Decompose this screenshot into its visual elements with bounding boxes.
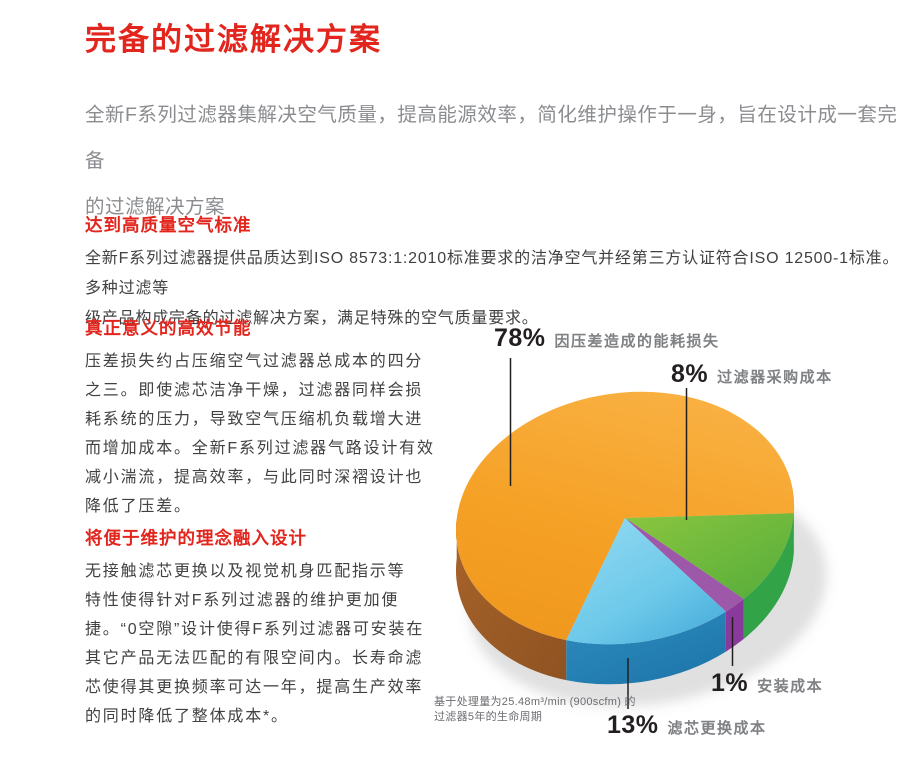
chart-label-energy-loss: 78% 因压差造成的能耗损失 <box>494 324 720 353</box>
chart-label-purchase-cost: 8% 过滤器采购成本 <box>671 360 833 389</box>
slice-installation-cost-side <box>725 598 744 652</box>
section-air-quality-standard: 达到高质量空气标准 全新F系列过滤器提供品质达到ISO 8573:1:2010标… <box>85 212 907 334</box>
chart-label-text: 过滤器采购成本 <box>717 369 833 386</box>
page-title: 完备的过滤解决方案 <box>85 22 382 57</box>
section-heading: 真正意义的高效节能 <box>85 318 252 338</box>
slice-replacement-cost-top <box>566 518 726 645</box>
chart-pct: 78% <box>494 324 546 352</box>
chart-label-text: 滤芯更换成本 <box>667 720 767 737</box>
chart-label-installation-cost: 1% 安装成本 <box>711 669 823 698</box>
slice-energy-loss-side-left <box>455 518 567 681</box>
chart-label-replacement-cost: 13% 滤芯更换成本 <box>607 711 767 740</box>
slice-replacement-cost-side <box>566 611 726 685</box>
slice-installation-cost-top <box>625 518 744 612</box>
section-heading: 将便于维护的理念融入设计 <box>85 528 307 548</box>
chart-pct: 1% <box>711 669 749 697</box>
section-body: 全新F系列过滤器提供品质达到ISO 8573:1:2010标准要求的洁净空气并经… <box>85 250 900 327</box>
chart-pct: 8% <box>671 360 709 388</box>
section-maintenance-design: 将便于维护的理念融入设计 无接触滤芯更换以及视觉机身匹配指示等 特性使得针对F系… <box>85 525 449 731</box>
section-heading: 达到高质量空气标准 <box>85 215 252 235</box>
page-subtitle: 全新F系列过滤器集解决空气质量，提高能源效率，简化维护操作于一身，旨在设计成一套… <box>85 104 898 218</box>
slice-purchase-cost-side <box>743 513 794 639</box>
section-body: 无接触滤芯更换以及视觉机身匹配指示等 特性使得针对F系列过滤器的维护更加便 捷。… <box>85 563 425 725</box>
chart-footnote: 基于处理量为25.48m³/min (900scfm) 的 过滤器5年的生命周期 <box>434 696 636 723</box>
section-body: 压差损失约占压缩空气过滤器总成本的四分 之三。即使滤芯洁净干燥，过滤器同样会损 … <box>85 353 435 515</box>
slice-energy-loss-top <box>456 391 795 641</box>
chart-label-text: 因压差造成的能耗损失 <box>554 333 720 350</box>
slice-purchase-cost-top <box>625 513 794 599</box>
chart-pct: 13% <box>607 711 659 739</box>
chart-label-text: 安装成本 <box>757 678 824 695</box>
section-energy-saving: 真正意义的高效节能 压差损失约占压缩空气过滤器总成本的四分 之三。即使滤芯洁净干… <box>85 315 449 521</box>
